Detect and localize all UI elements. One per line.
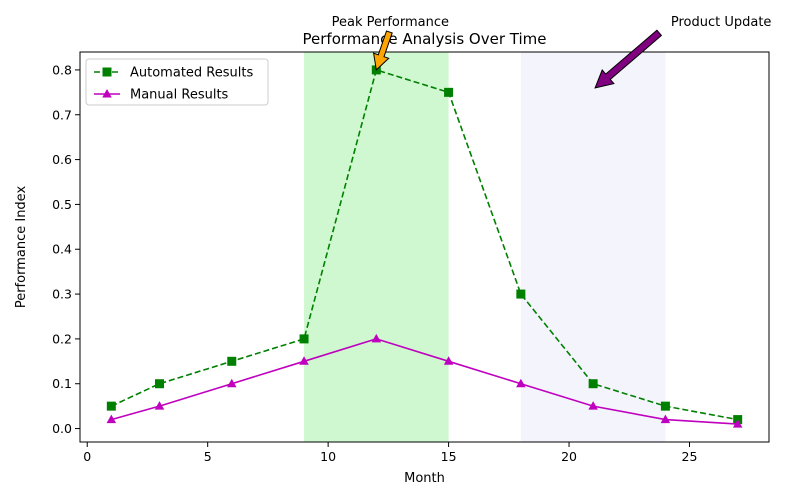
plot-frame	[79, 51, 770, 443]
y-axis-ticks: 0.0 0.1 0.2 0.3 0.4 0.5 0.6 0.7 0.8	[52, 62, 80, 436]
data-point-manual	[660, 414, 671, 424]
x-tick-label: 5	[204, 449, 212, 464]
y-tick-label: 0.7	[52, 107, 72, 122]
series-line-manual	[111, 338, 738, 425]
x-tick-label: 0	[83, 449, 91, 464]
y-tick-label: 0.6	[52, 152, 72, 167]
annotations: Peak Performance Product Update	[332, 15, 772, 89]
data-point-manual	[516, 378, 526, 388]
data-point-manual	[106, 414, 117, 424]
y-tick-label: 0.5	[52, 197, 72, 212]
legend-entry-automated: Automated Results	[94, 66, 253, 81]
x-tick-label: 15	[441, 449, 457, 464]
x-tick-label: 25	[682, 449, 698, 464]
y-axis-label: Performance Index	[14, 186, 29, 309]
data-point-manual	[227, 378, 237, 388]
data-point-automated	[444, 87, 454, 97]
legend-entry-manual: Manual Results	[94, 88, 229, 103]
legend-marker-automated	[102, 67, 112, 77]
y-tick-label: 0.4	[52, 242, 72, 257]
data-point-manual	[588, 401, 598, 410]
x-axis-ticks: 0 5 10 15 20 25	[83, 442, 697, 464]
data-point-automated	[588, 379, 598, 389]
data-point-automated	[106, 401, 116, 411]
highlight-span-2	[520, 52, 666, 442]
chart-title: Performance Analysis Over Time	[303, 30, 547, 48]
data-point-manual	[371, 333, 382, 343]
data-point-manual	[299, 356, 309, 365]
legend-marker-manual	[102, 89, 112, 98]
legend-label-manual: Manual Results	[130, 88, 229, 103]
x-tick-label: 20	[561, 449, 577, 464]
x-tick-label: 10	[320, 449, 336, 464]
x-axis-label: Month	[404, 471, 445, 486]
data-point-manual	[154, 401, 165, 410]
legend-label-automated: Automated Results	[130, 66, 253, 81]
peak-performance-arrow	[372, 30, 393, 71]
product-update-arrow	[594, 29, 663, 89]
series-layer	[106, 65, 743, 428]
y-tick-label: 0.1	[52, 376, 72, 391]
legend: Automated Results Manual Results	[85, 58, 269, 106]
data-point-automated	[155, 379, 164, 389]
data-point-automated	[299, 334, 309, 344]
data-point-automated	[660, 401, 670, 411]
highlight-span-1	[304, 52, 449, 442]
legend-box	[85, 58, 269, 106]
series-line-automated	[110, 68, 738, 421]
y-tick-label: 0.8	[52, 62, 72, 77]
highlight-spans	[304, 52, 666, 442]
data-point-automated	[227, 356, 237, 366]
y-tick-label: 0.3	[52, 287, 72, 302]
data-point-manual	[732, 419, 743, 428]
data-point-manual	[443, 356, 454, 365]
data-point-automated	[516, 289, 526, 299]
y-tick-label: 0.0	[52, 421, 72, 436]
product-update-annotation: Product Update	[671, 15, 772, 30]
y-tick-label: 0.2	[52, 331, 72, 346]
peak-performance-annotation: Peak Performance	[332, 15, 449, 30]
